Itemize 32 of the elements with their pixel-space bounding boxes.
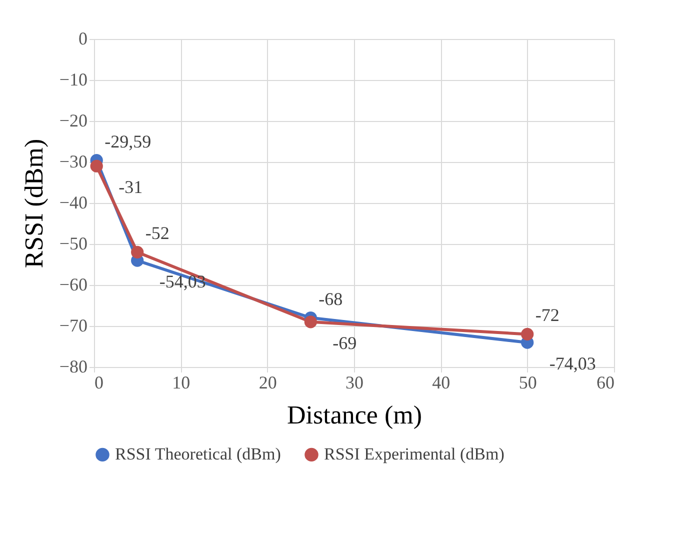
- y-tick-label: −30: [59, 152, 88, 172]
- x-axis-title: Distance (m): [286, 400, 422, 430]
- y-tick-label: −60: [59, 274, 88, 294]
- x-tick-label: 60: [596, 372, 614, 392]
- legend-label: RSSI Experimental (dBm): [324, 444, 504, 464]
- data-label: -74,03: [549, 354, 596, 374]
- point: [90, 160, 103, 172]
- data-label: -29,59: [104, 131, 152, 152]
- data-label: -72: [535, 305, 560, 326]
- point: [521, 328, 534, 341]
- x-tick-label: 10: [172, 372, 190, 392]
- data-label: -69: [332, 332, 357, 353]
- y-tick-label: −20: [59, 110, 88, 130]
- data-label: -68: [318, 288, 343, 309]
- y-tick-label: −10: [59, 70, 88, 90]
- data-label: -31: [118, 177, 143, 198]
- data-label: -54,03: [159, 272, 206, 292]
- y-tick-label: −40: [59, 192, 88, 212]
- x-tick-label: 0: [94, 372, 104, 392]
- legend-label: RSSI Theoretical (dBm): [115, 444, 281, 464]
- x-tick-label: 50: [518, 372, 537, 392]
- point: [131, 246, 144, 259]
- y-tick-label: −80: [59, 356, 88, 376]
- x-tick-label: 40: [432, 372, 450, 392]
- y-tick-label: −70: [59, 316, 88, 336]
- x-tick-label: 30: [346, 372, 364, 392]
- y-axis-title: RSSI (dBm): [19, 138, 48, 268]
- data-label: -52: [145, 223, 170, 244]
- point: [304, 316, 317, 328]
- x-tick-label: 20: [258, 372, 277, 392]
- y-tick-label: 0: [78, 28, 88, 48]
- y-tick-label: −50: [59, 234, 88, 254]
